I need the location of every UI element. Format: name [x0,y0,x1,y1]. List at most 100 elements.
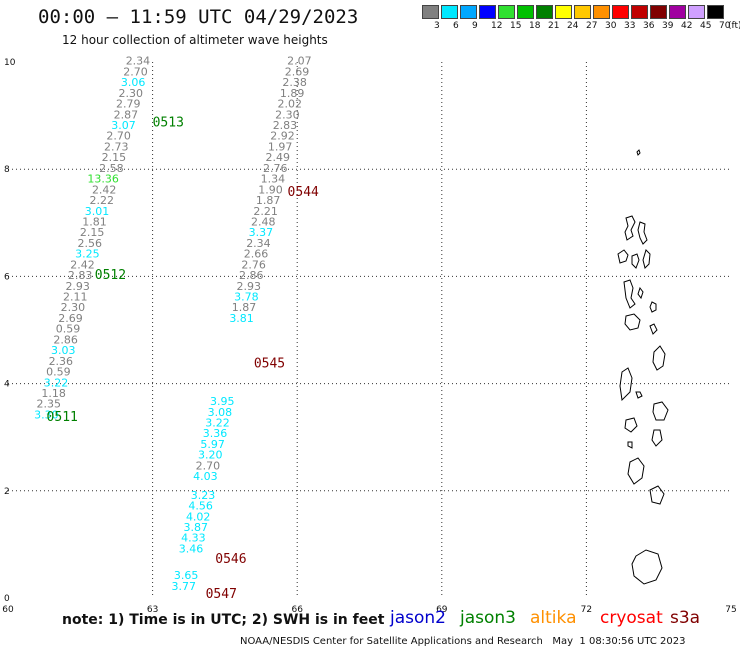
wave-height-label: 2.15 [80,226,105,239]
y-tick-label: 2 [4,487,10,497]
wave-height-label: 2.86 [239,269,264,282]
legend-color-swatch [498,5,515,19]
satellite-name: altika [530,608,577,628]
wave-height-label: 3.87 [184,521,209,534]
wave-height-label: 2.58 [99,162,124,175]
wave-height-label: 3.03 [51,344,76,357]
wave-height-label: 2.93 [237,280,262,293]
island-outline [617,249,629,264]
wave-height-label: 2.30 [61,301,86,314]
wave-height-label: 2.02 [278,98,303,111]
wave-height-label: 1.89 [280,87,305,100]
island-outline [637,286,644,300]
legend-color-swatch [555,5,572,19]
x-tick-label: 72 [581,605,592,615]
legend-color-swatch [631,5,648,19]
island-outline [651,429,663,447]
wave-height-label: 1.18 [41,387,66,400]
wave-height-label: 2.36 [49,355,74,368]
legend-color-swatch [574,5,591,19]
legend-bin-label: 18 [529,21,541,31]
wave-height-label: 2.07 [287,55,312,68]
wave-height-label: 2.69 [58,312,83,325]
wave-height-label: 3.23 [191,489,216,502]
legend-color-swatch [479,5,496,19]
wave-height-label: 2.38 [282,76,307,89]
wave-height-label: 2.34 [246,237,271,250]
wave-height-label: 1.87 [232,301,257,314]
x-tick-label: 75 [725,605,736,615]
wave-height-label: 3.30 [34,408,59,421]
wave-height-label: 2.87 [114,108,139,121]
wave-height-label: 2.76 [241,258,266,271]
wave-height-label: 4.03 [193,470,218,483]
wave-height-label: 3.07 [111,119,136,132]
legend-color-swatch [536,5,553,19]
wave-height-label: 4.56 [188,500,213,513]
legend-bin-label: 27 [586,21,598,31]
wave-height-label: 2.48 [251,215,276,228]
footer-note: note: 1) Time is in UTC; 2) SWH is in fe… [62,612,385,628]
legend-bin-label: 21 [548,21,560,31]
pass-time-label: 0544 [288,185,319,200]
chart-title: 00:00 – 11:59 UTC 04/29/2023 [38,6,359,28]
wave-height-label: 3.77 [171,580,196,593]
legend-color-swatch [650,5,667,19]
island-outline [649,485,665,505]
legend-unit-label: (ft) [728,21,740,31]
island-outline [637,221,648,245]
legend-color-swatch [441,5,458,19]
wave-height-label: 2.79 [116,98,141,111]
wave-height-label: 2.86 [53,333,78,346]
wave-height-label: 3.08 [208,406,233,419]
chart-subtitle: 12 hour collection of altimeter wave hei… [62,33,328,47]
wave-height-label: 2.70 [196,459,221,472]
legend-bin-label: 39 [662,21,674,31]
island-outline [624,417,638,433]
island-outline [623,279,636,309]
island-outline [624,313,641,331]
x-tick-label: 63 [147,605,158,615]
wave-height-label: 2.22 [90,194,115,207]
x-tick-label: 60 [2,605,14,615]
legend-bin-label: 33 [624,21,636,31]
wave-height-label: 2.83 [273,119,298,132]
legend-bin-label: 42 [681,21,693,31]
island-outline [631,549,663,585]
island-outline [619,367,633,402]
legend-color-swatch [460,5,477,19]
wave-height-label: 2.92 [270,130,295,143]
island-outline [649,323,658,335]
wave-height-label: 2.34 [126,55,151,68]
y-tick-label: 6 [4,272,10,282]
island-outline [652,401,669,421]
legend-bin-label: 6 [453,21,459,31]
wave-height-label: 1.90 [258,183,283,196]
island-outline [627,441,633,449]
legend-bin-label: 30 [605,21,617,31]
wave-height-label: 3.22 [205,416,230,429]
legend-color-swatch [422,5,439,19]
y-tick-label: 0 [4,594,10,604]
satellite-name: s3a [670,608,701,628]
wave-height-label: 2.49 [265,151,290,164]
legend-color-swatch [612,5,629,19]
legend-color-swatch [669,5,686,19]
wave-height-label: 3.37 [249,226,274,239]
pass-time-label: 0513 [153,115,184,130]
satellite-name: jason2 [390,608,446,628]
x-tick-label: 69 [436,605,448,615]
wave-height-label: 2.56 [77,237,102,250]
wave-height-label: 1.34 [261,173,286,186]
pass-time-label: 0547 [206,587,237,602]
y-tick-label: 8 [4,165,10,175]
wave-height-label: 4.33 [181,532,206,545]
legend-bin-label: 24 [567,21,579,31]
pass-time-label: 0545 [254,357,285,372]
legend-color-swatch [517,5,534,19]
satellite-name: cryosat [600,608,663,628]
wave-height-label: 2.42 [92,183,117,196]
wave-height-label: 2.30 [118,87,143,100]
pass-time-label: 0512 [95,268,126,283]
